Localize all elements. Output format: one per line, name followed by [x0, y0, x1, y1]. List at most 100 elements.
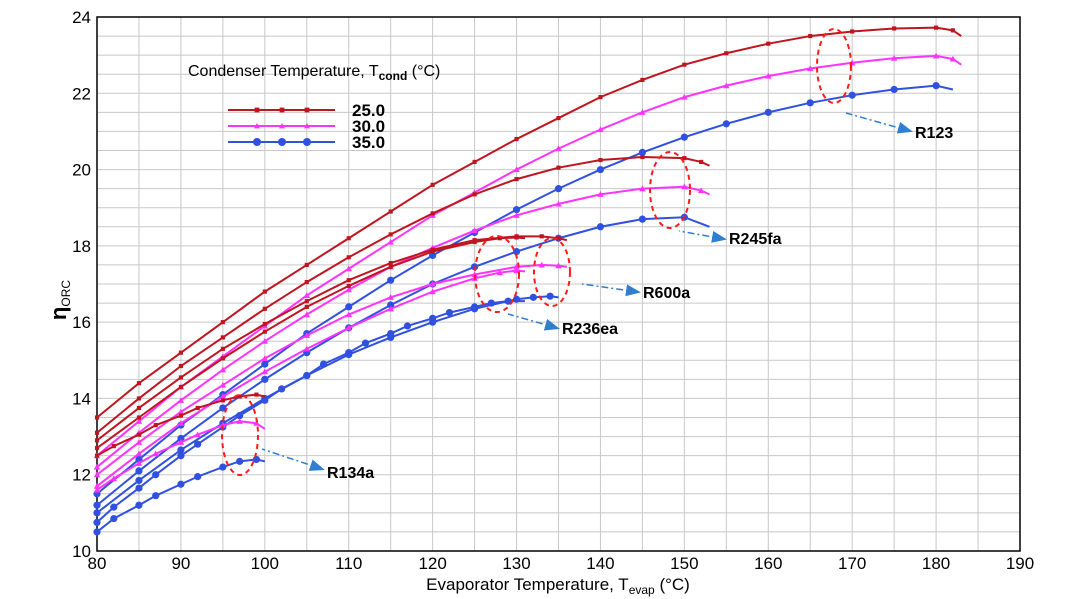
data-point	[766, 41, 771, 46]
data-point	[135, 460, 143, 466]
legend-entry-30.0: 30.0	[228, 117, 385, 136]
data-point	[598, 95, 603, 100]
series-r236ea-35.0	[93, 297, 525, 526]
x-tick-label: 160	[754, 554, 782, 573]
data-point	[430, 249, 435, 254]
data-point	[598, 157, 603, 163]
data-point	[345, 265, 352, 272]
x-tick-label: 170	[838, 554, 866, 573]
data-point	[513, 267, 520, 274]
data-point	[514, 136, 519, 142]
data-point	[403, 322, 412, 330]
series-r245fa-35.0	[93, 213, 710, 509]
data-point	[152, 471, 160, 479]
data-point	[597, 191, 604, 197]
data-point	[93, 501, 101, 509]
legend-title-sub: cond	[379, 69, 408, 83]
data-point	[93, 486, 101, 493]
series-line	[96, 458, 266, 533]
data-point	[387, 294, 394, 300]
data-point	[807, 65, 814, 72]
legend-swatch-marker	[278, 138, 286, 146]
legend: Condenser Temperature, Tcond (°C) 25.030…	[188, 63, 440, 152]
legend-swatch-marker	[304, 107, 310, 113]
data-point	[136, 415, 142, 420]
data-point	[153, 423, 158, 428]
data-point	[262, 329, 267, 334]
series-line	[96, 235, 568, 442]
x-axis-label-unit: (°C)	[655, 575, 690, 594]
data-point	[303, 345, 310, 352]
data-point	[555, 145, 562, 152]
data-point	[514, 235, 519, 240]
data-point	[236, 411, 244, 420]
data-point	[178, 350, 183, 355]
data-point	[94, 453, 100, 458]
data-point	[387, 276, 395, 284]
y-axis-label-sub: ORC	[59, 280, 73, 307]
legend-entries: 25.030.035.0	[228, 101, 385, 152]
data-point	[178, 413, 183, 418]
data-point	[219, 404, 227, 412]
data-point	[681, 183, 688, 190]
series-line	[96, 300, 525, 524]
data-point	[136, 405, 142, 411]
data-point	[94, 415, 100, 420]
data-point	[220, 346, 225, 351]
x-tick-label: 130	[502, 554, 530, 573]
data-point	[195, 405, 200, 411]
data-point	[135, 418, 143, 424]
data-point	[497, 236, 502, 241]
y-axis-label: ηORC	[46, 280, 73, 320]
data-point	[471, 271, 478, 278]
data-point	[178, 384, 183, 390]
data-point	[220, 356, 225, 361]
data-point	[724, 51, 729, 56]
legend-swatch-marker	[253, 138, 261, 146]
y-tick-label: 14	[72, 389, 91, 408]
data-point	[346, 278, 351, 283]
data-point	[722, 120, 730, 128]
data-point	[219, 381, 227, 388]
legend-swatch-marker	[254, 107, 260, 113]
data-point	[254, 392, 259, 397]
series-r600a-30.0	[93, 261, 568, 478]
data-point	[680, 133, 688, 141]
data-point	[765, 72, 772, 79]
data-point	[445, 309, 454, 317]
y-axis-label-main: η	[46, 307, 71, 320]
data-point	[387, 238, 394, 245]
ellipse-r123	[816, 28, 852, 104]
data-point	[93, 471, 101, 478]
data-point	[111, 444, 116, 449]
x-tick-label: 90	[171, 554, 190, 573]
data-point	[387, 329, 395, 338]
series-r123-25.0	[94, 25, 962, 420]
data-point	[261, 360, 269, 368]
x-tick-label: 150	[670, 554, 698, 573]
data-point	[177, 446, 185, 454]
data-point	[513, 263, 520, 270]
data-point	[430, 182, 435, 187]
data-point	[136, 432, 142, 437]
arrow-r236ea	[507, 313, 560, 331]
data-point	[261, 338, 269, 344]
data-point	[950, 28, 955, 33]
x-tick-label: 180	[922, 554, 950, 573]
data-point	[934, 25, 939, 30]
x-tick-label: 80	[88, 554, 107, 573]
data-point	[504, 297, 512, 305]
data-point	[94, 438, 100, 443]
data-point	[219, 421, 227, 428]
data-point	[345, 311, 352, 318]
x-tick-label: 140	[586, 554, 614, 573]
data-point	[932, 52, 940, 59]
series-r245fa-25.0	[94, 154, 710, 435]
series-line	[96, 420, 266, 491]
ellipse-r134a	[221, 394, 259, 476]
grid-lines	[96, 16, 1021, 552]
y-tick-label: 22	[72, 84, 91, 103]
plot-frame	[96, 16, 1021, 552]
data-point	[697, 187, 705, 194]
x-tick-label: 120	[418, 554, 446, 573]
